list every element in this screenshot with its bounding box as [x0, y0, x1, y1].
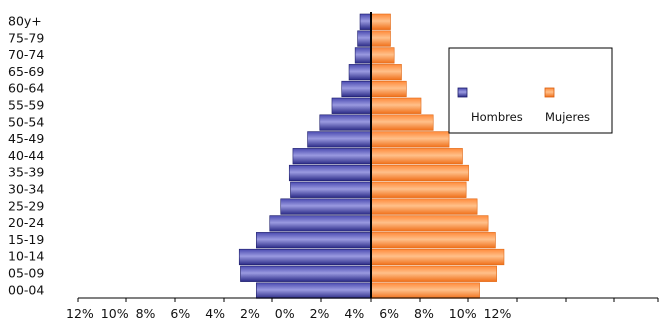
bar-hombres-12	[269, 215, 372, 232]
y-tick-label-12: 20-24	[8, 215, 44, 230]
bar-mujeres-7	[370, 131, 450, 148]
bar-hombres-14	[238, 248, 372, 266]
y-tick-label-0: 80y+	[8, 14, 42, 29]
y-tick-label-14: 10-14	[8, 249, 44, 264]
legend-swatch-mujeres	[544, 87, 555, 98]
bar-mujeres-0	[370, 13, 391, 30]
legend: Hombres Mujeres	[448, 47, 613, 134]
y-tick-label-6: 50-54	[8, 114, 44, 129]
x-tick-label-2: 8%	[136, 306, 156, 321]
legend-label-mujeres: Mujeres	[545, 110, 590, 124]
x-tick-label-8: 4%	[344, 306, 364, 321]
bar-mujeres-12	[370, 215, 489, 232]
bar-mujeres-3	[370, 64, 402, 81]
bar-hombres-15	[240, 265, 372, 282]
y-tick-label-3: 65-69	[8, 64, 44, 79]
bar-mujeres-16	[370, 282, 480, 299]
x-tick-label-12: 12%	[484, 306, 512, 321]
y-tick-label-13: 15-19	[8, 232, 44, 247]
y-tick-label-4: 60-64	[8, 81, 44, 96]
bar-mujeres-13	[370, 232, 496, 249]
legend-swatch-hombres	[457, 87, 468, 98]
y-tick-label-2: 70-74	[8, 47, 44, 62]
bar-hombres-0	[359, 13, 372, 30]
bar-hombres-6	[319, 114, 372, 131]
bars-hombres	[238, 13, 372, 299]
bar-mujeres-9	[370, 164, 469, 182]
x-tick-label-10: 8%	[414, 306, 434, 321]
x-tick-label-1: 10%	[101, 306, 129, 321]
bar-mujeres-8	[370, 148, 463, 165]
x-tick-label-4: 4%	[205, 306, 225, 321]
y-tick-label-1: 75-79	[8, 30, 44, 45]
x-tick-label-6: 0%	[275, 306, 295, 321]
bar-hombres-9	[288, 164, 372, 182]
bar-hombres-4	[341, 80, 372, 98]
x-tick-label-7: 2%	[310, 306, 330, 321]
y-tick-label-9: 35-39	[8, 165, 44, 180]
bar-mujeres-11	[370, 198, 478, 215]
x-axis-ticks	[77, 298, 659, 302]
y-tick-label-8: 40-44	[8, 148, 44, 163]
x-axis-labels: 12% 10% 8% 6% 4% 2% 0% 2% 4% 6% 8% 10% 12%	[66, 306, 512, 321]
x-tick-label-11: 10%	[449, 306, 477, 321]
bar-mujeres-6	[370, 114, 434, 131]
y-tick-label-16: 00-04	[8, 282, 44, 297]
bar-hombres-10	[290, 181, 372, 198]
y-tick-label-7: 45-49	[8, 131, 44, 146]
bar-hombres-13	[256, 232, 372, 249]
legend-label-hombres: Hombres	[471, 110, 523, 124]
bar-hombres-7	[307, 131, 372, 148]
legend-box	[448, 47, 613, 134]
y-tick-label-5: 55-59	[8, 98, 44, 113]
bar-hombres-2	[354, 47, 372, 64]
bar-hombres-1	[357, 30, 372, 47]
bar-mujeres-5	[370, 97, 422, 114]
bar-mujeres-1	[370, 30, 391, 47]
bar-hombres-11	[280, 198, 372, 215]
y-tick-label-10: 30-34	[8, 182, 44, 197]
bar-mujeres-10	[370, 181, 467, 198]
x-tick-label-9: 6%	[379, 306, 399, 321]
bar-hombres-16	[256, 282, 372, 299]
x-tick-label-3: 6%	[170, 306, 190, 321]
bar-mujeres-15	[370, 265, 497, 282]
bar-hombres-8	[292, 148, 372, 165]
y-tick-label-11: 25-29	[8, 198, 44, 213]
x-tick-label-5: 2%	[240, 306, 260, 321]
bar-mujeres-2	[370, 47, 395, 64]
y-tick-label-15: 05-09	[8, 266, 44, 281]
bar-hombres-3	[348, 64, 372, 81]
bar-hombres-5	[331, 97, 372, 114]
bar-mujeres-4	[370, 80, 407, 98]
x-tick-label-0: 12%	[66, 306, 94, 321]
bar-mujeres-14	[370, 248, 505, 266]
